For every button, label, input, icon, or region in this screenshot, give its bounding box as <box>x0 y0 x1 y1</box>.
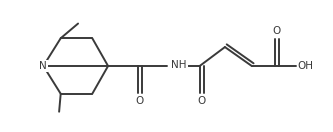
Text: O: O <box>273 26 281 36</box>
Text: N: N <box>39 61 47 71</box>
Text: O: O <box>197 96 206 106</box>
Text: NH: NH <box>171 60 187 70</box>
Text: O: O <box>136 96 144 106</box>
Text: OH: OH <box>298 61 314 71</box>
